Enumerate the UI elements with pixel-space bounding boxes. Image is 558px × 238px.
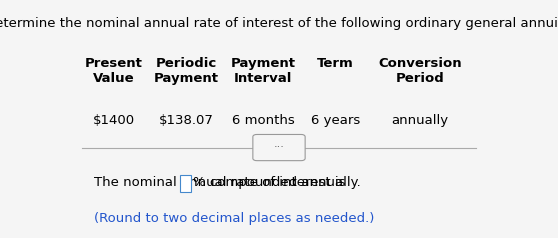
Text: Conversion
Period: Conversion Period <box>378 57 461 85</box>
Text: Term: Term <box>317 57 354 70</box>
FancyBboxPatch shape <box>180 175 191 192</box>
Text: $1400: $1400 <box>93 114 135 127</box>
Text: annually: annually <box>391 114 448 127</box>
Text: $138.07: $138.07 <box>159 114 214 127</box>
FancyBboxPatch shape <box>253 134 305 161</box>
Text: (Round to two decimal places as needed.): (Round to two decimal places as needed.) <box>94 212 374 225</box>
Text: Present
Value: Present Value <box>85 57 143 85</box>
Text: Periodic
Payment: Periodic Payment <box>154 57 219 85</box>
Text: ···: ··· <box>273 142 285 152</box>
Text: 6 months: 6 months <box>232 114 294 127</box>
Text: Determine the nominal annual rate of interest of the following ordinary general : Determine the nominal annual rate of int… <box>0 17 558 30</box>
Text: The nominal annual rate of interest is: The nominal annual rate of interest is <box>94 176 350 189</box>
Text: % compounded annually.: % compounded annually. <box>193 176 360 189</box>
Text: 6 years: 6 years <box>311 114 360 127</box>
Text: Payment
Interval: Payment Interval <box>230 57 295 85</box>
